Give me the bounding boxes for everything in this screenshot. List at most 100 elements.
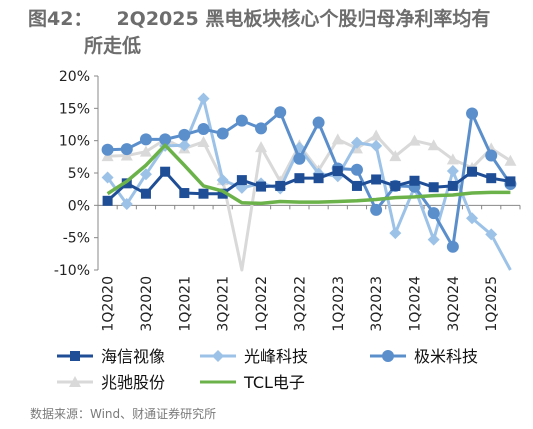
series-1-point (120, 198, 133, 211)
series-0-point (467, 166, 478, 177)
series-0-point (198, 188, 209, 199)
series-2-point (312, 116, 325, 129)
series-3-line (107, 133, 512, 272)
series-2-point (139, 133, 152, 146)
x-tick-label: 3Q2024 (446, 276, 462, 332)
series-3-point (408, 134, 421, 146)
x-tick-label: 1Q2021 (177, 276, 193, 332)
series-2-point (255, 122, 268, 135)
series-2-point (235, 114, 248, 127)
figure-title: 图42： 2Q2025 黑电板块核心个股归母净利率均有 所走低 (28, 6, 528, 60)
series-2-point (197, 123, 210, 136)
y-tick-label: 20% (59, 69, 90, 85)
series-2-point (101, 143, 114, 156)
source-note: 数据来源：Wind、财通证券研究所 (30, 407, 217, 421)
series-0-point (428, 182, 439, 193)
series-2-point (446, 240, 459, 253)
series-0 (102, 166, 516, 206)
legend-label: 兆驰股份 (101, 373, 165, 392)
series-0-point (102, 195, 113, 206)
series-0-point (371, 174, 382, 185)
series-1-point (370, 139, 383, 152)
series-2-point (120, 143, 133, 156)
legend-label: 光峰科技 (244, 347, 308, 366)
series-2-point (485, 149, 498, 162)
series-3-point (427, 139, 440, 151)
series-2-point (293, 152, 306, 165)
x-tick-label: 1Q2022 (254, 276, 270, 332)
legend-marker (212, 350, 224, 362)
series-3-point (331, 133, 344, 145)
chart-axes: 20% 15% 10% 5% 0% -5% -10% 1Q2020 3Q2020 1Q2021 3Q… (54, 69, 521, 332)
series-0-point (294, 173, 305, 184)
legend-marker (70, 351, 80, 361)
series-0-point (351, 180, 362, 191)
y-tick-label: -10% (54, 263, 90, 279)
legend-marker (382, 350, 394, 362)
legend-label: TCL电子 (243, 373, 305, 392)
series-2-point (178, 128, 191, 141)
x-tick-label: 3Q2021 (216, 276, 232, 332)
legend-label: 极米科技 (414, 347, 478, 366)
series-0-point (140, 188, 151, 199)
series-0-point (409, 175, 420, 186)
series-1-point (216, 174, 229, 187)
y-tick-label: 5% (68, 166, 90, 182)
x-tick-label: 3Q2023 (369, 276, 385, 332)
series-0-point (160, 166, 171, 177)
figure-label: 图42： (28, 8, 93, 30)
series-1-point (427, 233, 440, 246)
series-1-line (106, 97, 512, 271)
series-0-point (447, 180, 458, 191)
legend-item: 光峰科技 (200, 347, 308, 366)
figure-title-line1: 2Q2025 黑电板块核心个股归母净利率均有 (116, 8, 491, 30)
series-1-point (178, 139, 191, 152)
series-3-point (197, 135, 210, 147)
series-2-point (159, 133, 172, 146)
series-1-point (485, 228, 498, 241)
series-0-point (505, 176, 516, 187)
series-4-line (106, 143, 511, 206)
series-3-point (139, 145, 152, 157)
x-tick-label: 1Q2025 (484, 276, 500, 332)
series-1-point (446, 165, 459, 178)
series-2-point (466, 107, 479, 120)
y-tick-label: 15% (59, 101, 90, 117)
series-0-point (486, 173, 497, 184)
series-0-point (179, 188, 190, 199)
legend-item: 海信视像 (57, 347, 165, 366)
series-2-point (216, 127, 229, 140)
legend-item: 兆驰股份 (57, 373, 165, 392)
series-0-point (275, 180, 286, 191)
series-2-point (350, 163, 363, 176)
series-1-point (139, 168, 152, 181)
y-tick-label: 0% (68, 198, 90, 214)
x-tick-label: 1Q2023 (331, 276, 347, 332)
series-1-point (197, 92, 210, 105)
legend-marker (69, 376, 81, 387)
x-tick-label: 3Q2020 (139, 276, 155, 332)
series-3-point (370, 129, 383, 141)
series-0-point (390, 180, 401, 191)
series-1-point (389, 227, 402, 240)
series-3-point (504, 154, 517, 166)
x-tick-label: 3Q2022 (292, 276, 308, 332)
series-2-point (427, 207, 440, 220)
series-2 (101, 106, 517, 253)
series-1 (101, 92, 512, 271)
series-0-point (313, 173, 324, 184)
series-3-point (255, 141, 268, 153)
y-tick-label: -5% (63, 231, 90, 247)
series-1-point (466, 212, 479, 225)
series-0-point (217, 188, 228, 199)
y-tick-label: 10% (59, 134, 90, 150)
series-1-point (101, 171, 114, 184)
series-2-point (274, 106, 287, 119)
x-tick-label: 1Q2024 (408, 276, 424, 332)
series-3-point (389, 150, 402, 162)
legend-item: 极米科技 (370, 347, 478, 366)
series-2-point (370, 203, 383, 216)
series-2-line (107, 110, 512, 249)
legend-label: 海信视像 (101, 347, 165, 366)
